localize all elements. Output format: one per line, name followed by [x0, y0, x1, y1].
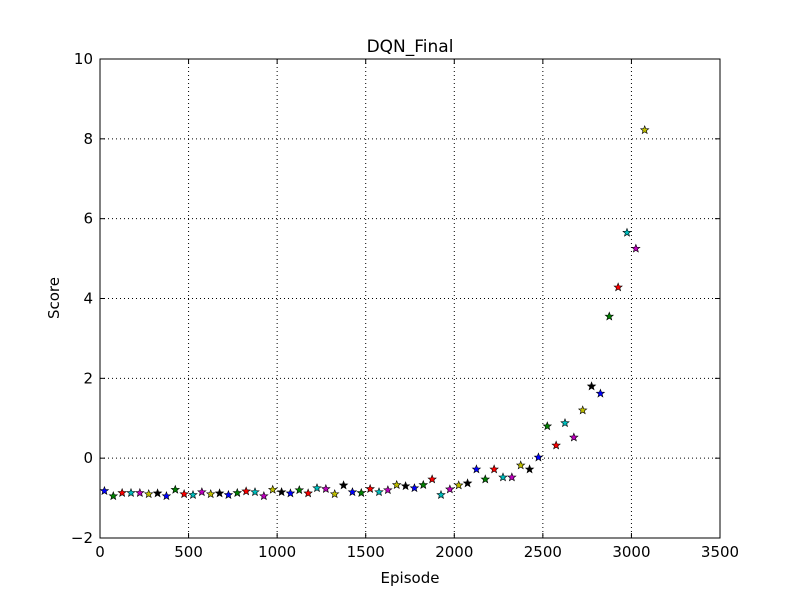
y-tick-label: 8 — [83, 130, 93, 148]
data-point — [595, 388, 606, 398]
data-point — [135, 487, 145, 497]
data-point — [117, 487, 127, 497]
data-point — [383, 485, 393, 495]
data-point — [577, 405, 588, 415]
data-point — [241, 486, 251, 496]
data-point — [507, 472, 517, 482]
data-point — [409, 483, 420, 493]
data-point — [365, 483, 375, 493]
data-point — [586, 381, 597, 391]
x-tick-label: 500 — [174, 543, 203, 561]
data-point — [436, 489, 446, 499]
x-tick-label: 2000 — [435, 543, 473, 561]
data-point — [462, 478, 473, 488]
x-tick-label: 3000 — [612, 543, 650, 561]
y-tick-label: 10 — [74, 50, 93, 68]
data-point — [205, 489, 216, 499]
data-point — [622, 227, 632, 237]
y-axis-label: Score — [45, 277, 63, 319]
data-point — [604, 311, 615, 321]
data-point — [259, 491, 269, 501]
chart-title: DQN_Final — [367, 37, 454, 57]
y-tick-label: 0 — [83, 449, 93, 467]
data-point — [250, 487, 260, 497]
data-point — [391, 479, 402, 489]
data-point — [329, 489, 340, 499]
data-point — [542, 421, 553, 431]
y-tick-label: 4 — [83, 290, 93, 308]
data-point — [400, 481, 411, 491]
y-tick-label: 6 — [83, 210, 93, 228]
data-point — [471, 464, 482, 474]
y-tick-label: 2 — [83, 369, 93, 387]
data-points — [99, 125, 650, 501]
data-point — [569, 432, 579, 442]
data-point — [303, 488, 313, 498]
data-point — [312, 483, 322, 493]
x-axis-label: Episode — [381, 569, 440, 587]
data-point — [374, 487, 384, 497]
data-point — [498, 472, 508, 482]
y-tick-label: −2 — [71, 529, 93, 547]
data-point — [223, 489, 234, 499]
x-tick-label: 3500 — [701, 543, 739, 561]
data-point — [639, 125, 650, 135]
x-tick-label: 2500 — [524, 543, 562, 561]
x-tick-label: 1000 — [258, 543, 296, 561]
data-point — [427, 474, 437, 484]
data-point — [143, 489, 154, 499]
data-point — [631, 243, 641, 253]
data-point — [285, 488, 296, 498]
data-point — [445, 484, 455, 494]
data-point — [551, 440, 561, 450]
data-point — [197, 487, 207, 497]
data-point — [480, 474, 491, 484]
data-point — [170, 484, 181, 494]
data-point — [524, 464, 535, 474]
data-point — [489, 464, 499, 474]
x-tick-label: 0 — [95, 543, 105, 561]
data-point — [99, 485, 110, 495]
data-point — [533, 452, 544, 462]
data-point — [267, 484, 278, 494]
data-point — [356, 487, 367, 497]
x-tick-label: 1500 — [347, 543, 385, 561]
data-point — [453, 480, 464, 490]
data-point — [613, 282, 623, 292]
data-point — [321, 483, 331, 493]
data-point — [126, 487, 136, 497]
data-point — [276, 487, 287, 497]
data-point — [418, 479, 429, 489]
data-point — [179, 489, 189, 499]
data-point — [152, 488, 163, 498]
grid-lines — [100, 59, 720, 538]
data-point — [560, 418, 570, 428]
data-point — [338, 480, 349, 490]
data-point — [214, 488, 225, 498]
data-point — [232, 487, 243, 497]
data-point — [515, 460, 526, 470]
data-point — [188, 489, 198, 499]
data-point — [161, 491, 172, 501]
data-point — [108, 491, 119, 501]
data-point — [347, 487, 358, 497]
data-point — [294, 485, 305, 495]
